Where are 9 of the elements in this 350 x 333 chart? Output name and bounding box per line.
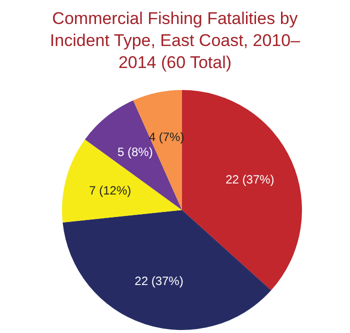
data-label: 7 (12%) bbox=[89, 184, 132, 198]
data-label: 5 (8%) bbox=[118, 145, 153, 160]
pie-slice bbox=[84, 100, 182, 210]
chart-title: Commercial Fishing Fatalities by Incident Type, East Coast, 2010–2014 (60 Total) bbox=[48, 8, 302, 74]
data-label: 4 (7%) bbox=[148, 130, 184, 144]
data-label: 22 (37%) bbox=[226, 172, 274, 187]
pie-slice bbox=[62, 210, 272, 330]
pie-slice bbox=[182, 90, 302, 290]
data-label: 22 (37%) bbox=[134, 274, 184, 288]
